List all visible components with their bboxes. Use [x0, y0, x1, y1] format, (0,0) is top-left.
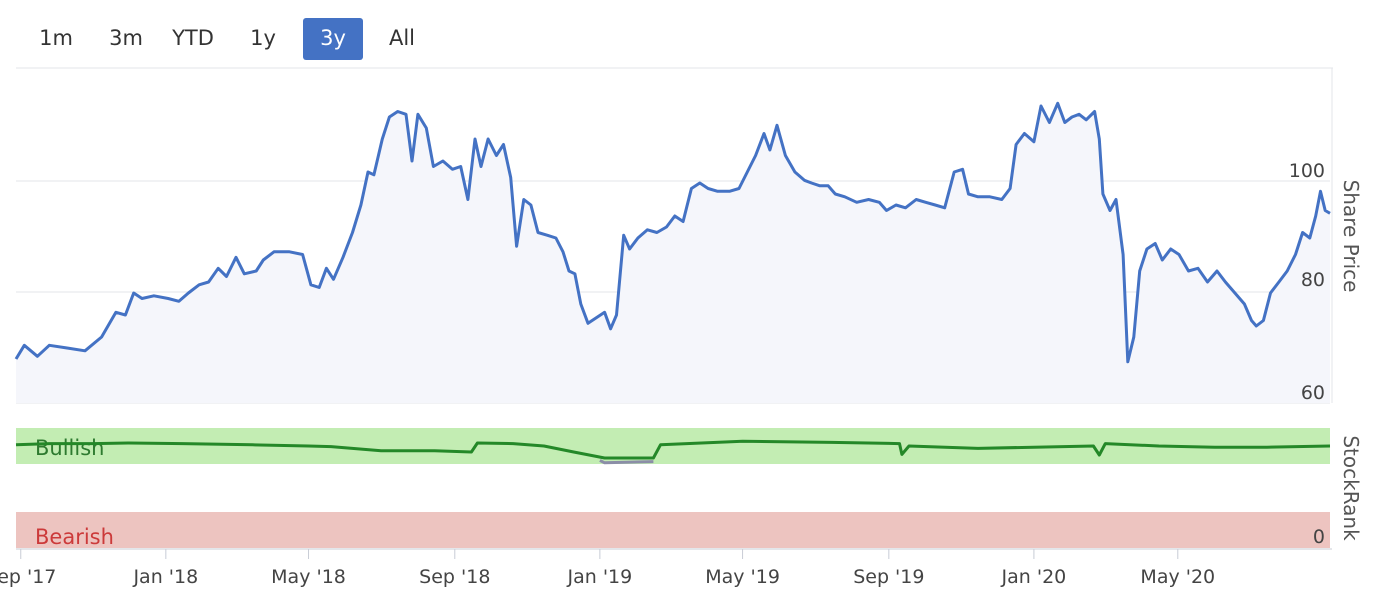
range-button-1m[interactable]: 1m: [39, 26, 73, 50]
stockrank-zones: Bullish Bearish: [16, 428, 1330, 549]
x-tick-label: Jan '18: [132, 566, 198, 588]
stockrank-zone-label: Bullish: [35, 436, 104, 460]
price-tick-label: 100: [1289, 160, 1325, 182]
price-tick-label: 80: [1301, 269, 1325, 291]
stockrank-zone-bullish: [16, 428, 1330, 464]
stockrank-tick-label: 0: [1313, 526, 1325, 548]
x-tick-label: Jan '19: [567, 566, 633, 588]
stockrank-zone-bearish: [16, 512, 1330, 548]
stockrank-line: [15, 439, 1331, 460]
price-axis-title: Share Price: [1339, 180, 1363, 293]
x-tick-label: Jan '20: [1001, 566, 1067, 588]
x-tick-label: May '20: [1140, 566, 1215, 588]
stockrank-axis-ticks: 0: [1313, 526, 1325, 548]
price-line: [14, 101, 1331, 364]
price-tick-label: 60: [1301, 382, 1325, 404]
range-button-all[interactable]: All: [388, 26, 416, 50]
range-selector: 1m 3m YTD 1y 3y All: [0, 0, 600, 70]
stockrank-zone-label: Bearish: [35, 525, 114, 549]
range-button-3m[interactable]: 3m: [109, 26, 143, 50]
x-tick-label: Sep '17: [0, 566, 56, 588]
stockrank-axis-title: StockRank: [1339, 435, 1363, 541]
x-tick-label: Sep '19: [853, 566, 924, 588]
range-button-ytd[interactable]: YTD: [172, 26, 214, 50]
price-axis-ticks: 60 80 100: [1289, 160, 1325, 404]
price-area-fill: [16, 103, 1330, 404]
x-tick-label: Sep '18: [419, 566, 490, 588]
stockrank-line-neutral: [599, 459, 654, 465]
x-tick-label: May '18: [271, 566, 346, 588]
range-button-3y[interactable]: 3y: [303, 18, 363, 60]
x-axis: Sep '17 Jan '18 May '18 Sep '18 Jan '19 May '…: [0, 548, 1332, 588]
range-button-1y[interactable]: 1y: [250, 26, 276, 50]
x-tick-label: May '19: [705, 566, 780, 588]
